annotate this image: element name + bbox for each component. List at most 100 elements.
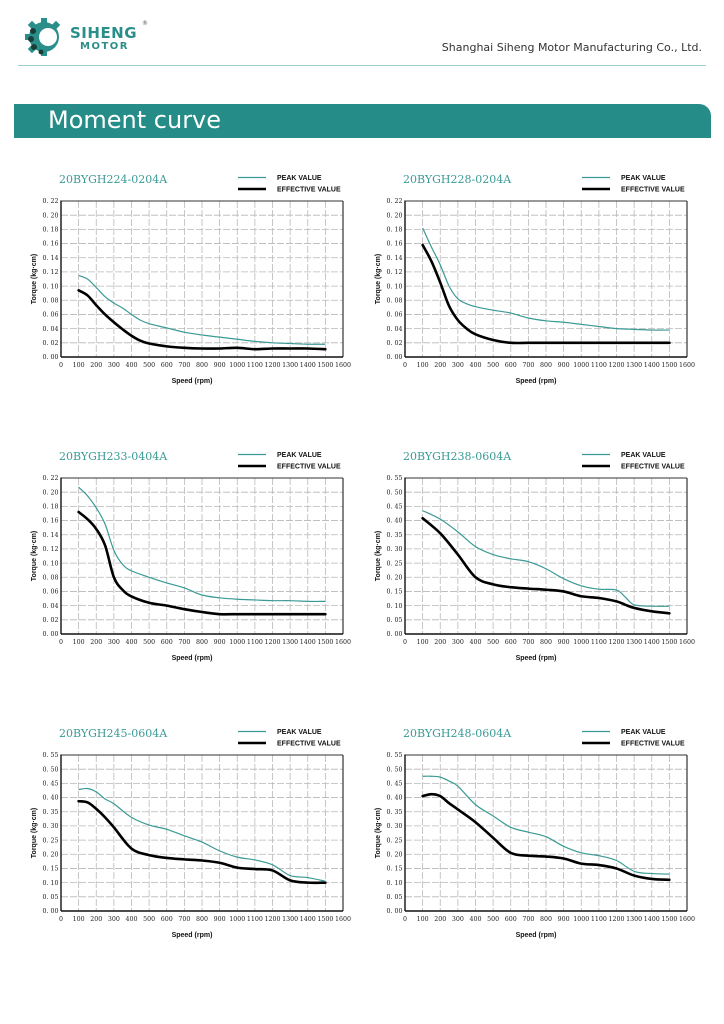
x-tick-label: 1500 [661,362,677,369]
x-tick-label: 1500 [317,916,333,923]
y-tick-label: 0. 05 [386,617,402,624]
x-tick-label: 100 [417,916,429,923]
x-tick-label: 1400 [644,362,660,369]
grid [405,755,687,911]
x-tick-label: 200 [90,362,102,369]
y-tick-label: 0. 02 [386,340,402,347]
legend-effective-label: EFFECTIVE VALUE [277,464,341,471]
series-effective-value-line [421,516,671,615]
y-tick-label: 0. 15 [386,866,402,873]
y-tick-label: 0. 16 [386,241,402,248]
torque-chart-2: 20BYGH228-0204A PEAK VALUE EFFECTIVE VALUE… [370,168,710,398]
y-tick-label: 0. 30 [42,823,58,830]
x-tick-label: 400 [469,639,481,646]
y-tick-label: 0. 40 [386,795,402,802]
y-tick-label: 0. 45 [386,781,402,788]
x-tick-label: 700 [522,362,534,369]
y-tick-label: 0. 20 [386,212,402,219]
legend-peak-label: PEAK VALUE [277,175,322,182]
y-tick-label: 0. 25 [42,837,58,844]
grid [405,201,687,357]
x-tick-label: 1300 [626,362,642,369]
x-tick-label: 1100 [591,362,607,369]
x-tick-label: 100 [73,916,85,923]
series-peak-value-line [422,775,670,875]
chart-svg: 20BYGH224-0204A PEAK VALUE EFFECTIVE VALUE… [31,173,351,385]
series-effective-value-line [77,289,327,351]
x-tick-label: 300 [452,916,464,923]
x-tick-label: 0 [403,362,407,369]
y-tick-label: 0. 05 [386,894,402,901]
y-tick-label: 0. 10 [42,880,58,887]
y-tick-label: 0. 25 [386,560,402,567]
y-tick-label: 0. 10 [386,880,402,887]
x-tick-label: 200 [434,916,446,923]
x-tick-label: 900 [214,916,226,923]
x-tick-label: 400 [469,916,481,923]
x-axis-label: Speed (rpm) [516,378,557,385]
x-tick-label: 500 [143,362,155,369]
x-tick-label: 1200 [608,362,624,369]
y-tick-label: 0. 00 [42,354,58,361]
x-tick-label: 400 [125,639,137,646]
x-tick-label: 900 [558,639,570,646]
x-tick-label: 300 [452,362,464,369]
y-tick-label: 0. 20 [42,212,58,219]
chart-svg: 20BYGH233-0404A PEAK VALUE EFFECTIVE VALUE… [31,450,351,662]
chart-title: 20BYGH248-0604A [403,727,512,740]
x-tick-label: 1300 [626,639,642,646]
chart-title: 20BYGH228-0204A [403,173,512,186]
header-divider [18,65,706,66]
x-tick-label: 900 [558,916,570,923]
x-tick-label: 1200 [264,639,280,646]
y-tick-label: 0. 40 [386,518,402,525]
x-tick-label: 1300 [626,916,642,923]
x-tick-label: 0 [403,916,407,923]
y-tick-label: 0. 20 [386,851,402,858]
x-tick-label: 800 [196,639,208,646]
y-tick-label: 0. 15 [386,589,402,596]
y-tick-label: 0. 10 [42,560,58,567]
x-tick-label: 700 [178,362,190,369]
grid [61,201,343,357]
x-tick-label: 900 [558,362,570,369]
x-tick-label: 1200 [608,916,624,923]
y-tick-label: 0. 20 [386,574,402,581]
x-axis-label: Speed (rpm) [516,932,557,939]
x-tick-label: 1600 [679,362,695,369]
y-tick-label: 0. 18 [386,227,402,234]
legend-peak-label: PEAK VALUE [621,452,666,459]
x-tick-label: 100 [73,639,85,646]
x-tick-label: 500 [143,639,155,646]
series-peak-value-line [78,486,326,603]
y-axis-label: Torque (kg·cm) [375,808,382,858]
x-tick-label: 400 [125,916,137,923]
x-tick-label: 500 [143,916,155,923]
series-effective-value-line [421,243,671,345]
x-tick-label: 500 [487,362,499,369]
y-tick-label: 0. 22 [42,198,58,205]
x-tick-label: 0 [59,362,63,369]
company-name: Shanghai Siheng Motor Manufacturing Co.,… [441,41,702,54]
chart-title: 20BYGH238-0604A [403,450,512,463]
x-tick-label: 300 [108,639,120,646]
series-peak-value-line [422,510,670,607]
x-tick-label: 1000 [573,916,589,923]
y-tick-label: 0. 35 [42,809,58,816]
x-axis-label: Speed (rpm) [172,655,213,662]
y-tick-label: 0. 18 [42,227,58,234]
x-tick-label: 600 [161,639,173,646]
torque-chart-1: 20BYGH224-0204A PEAK VALUE EFFECTIVE VALUE… [26,168,366,398]
y-tick-label: 0. 12 [42,269,58,276]
x-tick-label: 1000 [573,362,589,369]
y-tick-label: 0. 06 [386,312,402,319]
x-tick-label: 100 [417,362,429,369]
y-tick-label: 0. 16 [42,518,58,525]
x-tick-label: 1600 [335,639,351,646]
y-axis-label: Torque (kg·cm) [375,531,382,581]
x-tick-label: 400 [125,362,137,369]
x-tick-label: 700 [178,916,190,923]
x-tick-label: 100 [73,362,85,369]
x-tick-label: 1100 [247,916,263,923]
x-tick-label: 1000 [229,362,245,369]
